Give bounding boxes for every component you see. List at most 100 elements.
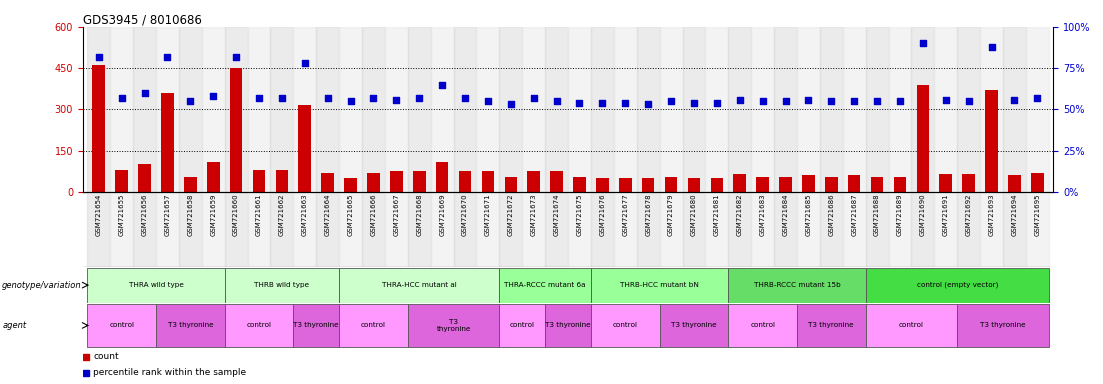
Text: THRB-RCCC mutant 15b: THRB-RCCC mutant 15b [753, 282, 840, 288]
Bar [866, 268, 1049, 303]
Bar [642, 178, 654, 192]
Text: GSM721694: GSM721694 [1011, 194, 1017, 236]
Point [731, 96, 749, 103]
Bar [225, 27, 247, 192]
Text: T3 thyronine: T3 thyronine [168, 323, 213, 328]
Text: GSM721683: GSM721683 [760, 194, 765, 236]
Bar [87, 192, 110, 267]
Point [868, 98, 886, 104]
Bar [156, 192, 179, 267]
Bar [110, 27, 133, 192]
Bar [962, 174, 975, 192]
Bar [202, 27, 225, 192]
Bar [774, 192, 797, 267]
Point [342, 98, 360, 104]
Bar [574, 177, 586, 192]
Bar [706, 192, 728, 267]
Bar [453, 27, 476, 192]
Bar [545, 192, 568, 267]
Bar [436, 162, 449, 192]
Bar [344, 178, 357, 192]
Bar [545, 304, 591, 347]
Bar [476, 27, 500, 192]
Bar [728, 268, 866, 303]
Bar [225, 304, 293, 347]
Bar [293, 304, 339, 347]
Bar [614, 27, 636, 192]
Bar [940, 174, 952, 192]
Text: GSM721680: GSM721680 [690, 194, 697, 236]
Bar [247, 192, 270, 267]
Bar [87, 27, 110, 192]
Bar [710, 178, 724, 192]
Text: GSM721666: GSM721666 [371, 194, 376, 236]
Bar [430, 27, 453, 192]
Bar [500, 304, 545, 347]
Bar [797, 27, 820, 192]
Bar [550, 171, 563, 192]
Text: GSM721658: GSM721658 [188, 194, 193, 236]
Bar [339, 192, 362, 267]
Text: GSM721671: GSM721671 [485, 194, 491, 236]
Bar [453, 192, 476, 267]
Bar [911, 192, 934, 267]
Bar [870, 177, 884, 192]
Point [640, 101, 657, 108]
Text: GSM721669: GSM721669 [439, 194, 446, 236]
Bar [253, 170, 266, 192]
Text: GSM721662: GSM721662 [279, 194, 285, 236]
Bar [184, 177, 196, 192]
Text: T3
thyronine: T3 thyronine [437, 319, 471, 332]
Bar [110, 192, 133, 267]
Text: GSM721686: GSM721686 [828, 194, 834, 236]
Point [227, 53, 245, 60]
Point [823, 98, 840, 104]
Bar [390, 171, 403, 192]
Bar [934, 27, 957, 192]
Bar [1026, 192, 1049, 267]
Bar [934, 192, 957, 267]
Text: T3 thyronine: T3 thyronine [981, 323, 1026, 328]
Point [1006, 96, 1024, 103]
Text: GSM721691: GSM721691 [943, 194, 949, 236]
Text: percentile rank within the sample: percentile rank within the sample [93, 369, 246, 377]
Bar [706, 27, 728, 192]
Bar [225, 268, 339, 303]
Bar [500, 268, 591, 303]
Bar [985, 90, 998, 192]
Bar [614, 192, 636, 267]
Text: GDS3945 / 8010686: GDS3945 / 8010686 [83, 14, 202, 27]
Point [753, 98, 771, 104]
Bar [733, 174, 746, 192]
Bar [367, 173, 379, 192]
Text: GSM721668: GSM721668 [416, 194, 422, 236]
Bar [728, 304, 797, 347]
Text: GSM721655: GSM721655 [119, 194, 125, 236]
Bar [522, 27, 545, 192]
Point [593, 100, 611, 106]
Point [983, 44, 1000, 50]
Bar [568, 192, 591, 267]
Point [136, 90, 153, 96]
Bar [522, 192, 545, 267]
Point [296, 60, 313, 66]
Point [387, 96, 405, 103]
Bar [591, 192, 614, 267]
Bar [339, 304, 408, 347]
Text: control: control [750, 323, 775, 328]
Text: control: control [899, 323, 924, 328]
Text: THRA wild type: THRA wild type [129, 282, 183, 288]
Bar [408, 304, 500, 347]
Point [525, 95, 543, 101]
Text: THRB-HCC mutant bN: THRB-HCC mutant bN [620, 282, 699, 288]
Bar [660, 27, 683, 192]
Bar [911, 27, 934, 192]
Bar [161, 93, 174, 192]
Bar [591, 27, 614, 192]
Bar [1008, 175, 1020, 192]
Text: GSM721690: GSM721690 [920, 194, 925, 236]
Bar [229, 68, 243, 192]
Text: GSM721659: GSM721659 [211, 194, 216, 236]
Text: GSM721679: GSM721679 [668, 194, 674, 236]
Bar [527, 171, 540, 192]
